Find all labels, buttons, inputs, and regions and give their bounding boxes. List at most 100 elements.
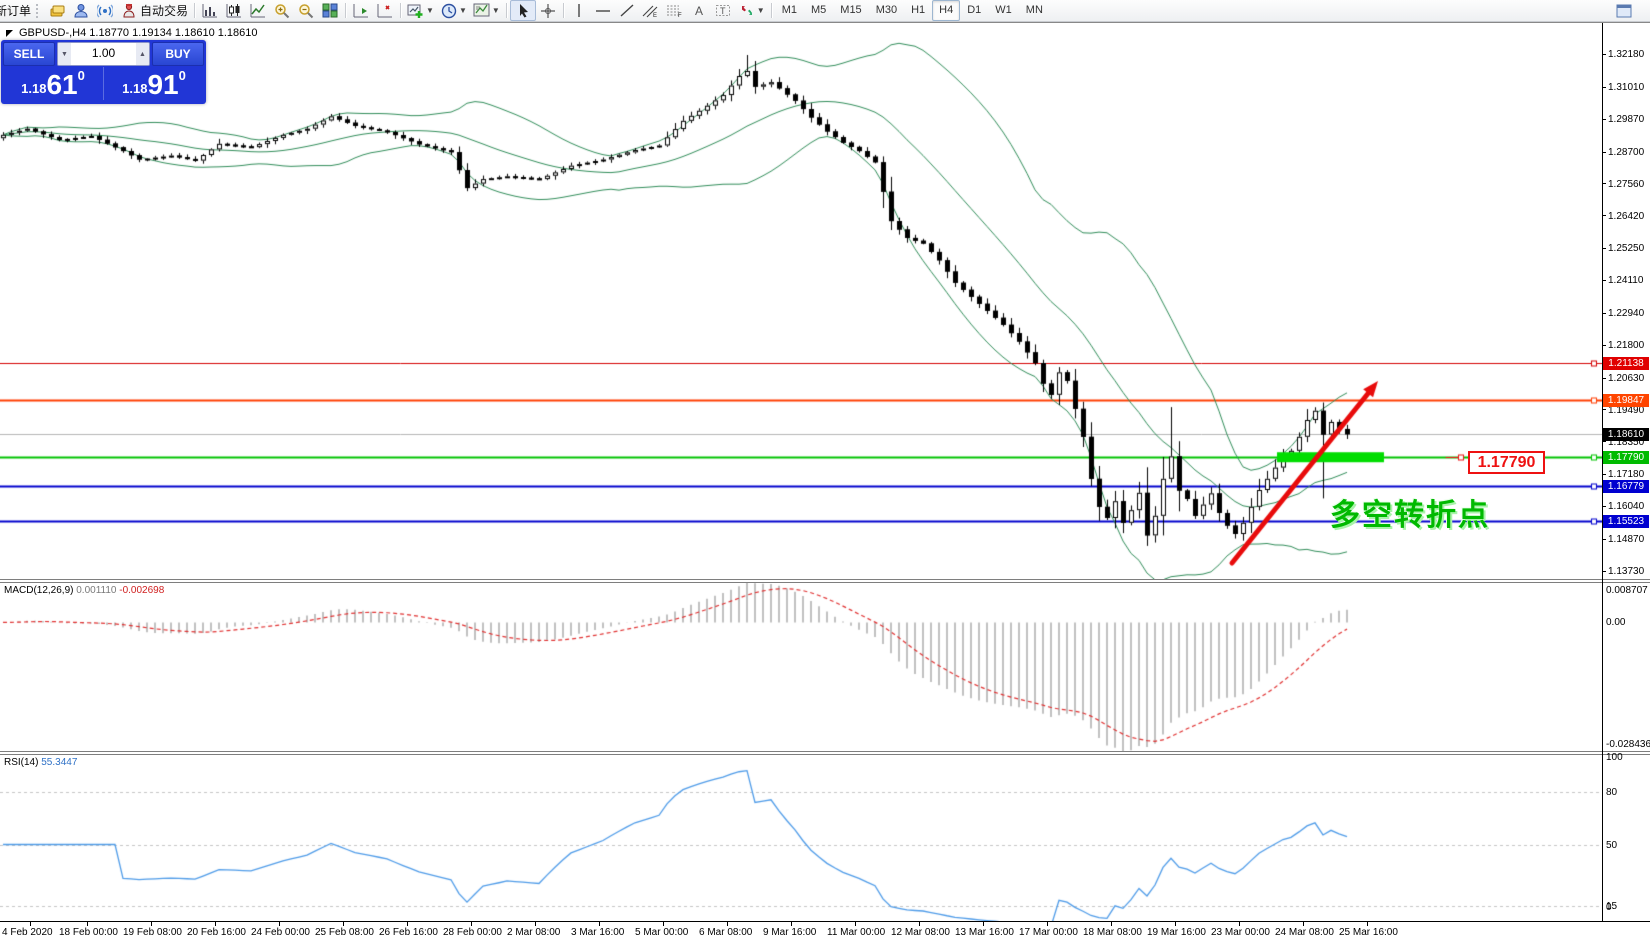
- price-chart-canvas[interactable]: [0, 23, 1602, 579]
- time-label: 6 Mar 08:00: [699, 927, 753, 938]
- price-tag: 1.17790: [1603, 451, 1649, 465]
- text-label-button[interactable]: T: [711, 1, 735, 20]
- timeframe-button-mn[interactable]: MN: [1025, 4, 1043, 16]
- new-order-button[interactable]: 新订单: [0, 1, 34, 20]
- price-axis-border: [1602, 23, 1603, 921]
- horizontal-line-button[interactable]: [591, 1, 615, 20]
- fibonacci-button[interactable]: F: [663, 1, 687, 20]
- time-label: 11 Mar 00:00: [827, 927, 886, 938]
- zoom-out-button[interactable]: [294, 1, 318, 20]
- time-label: 18 Feb 00:00: [59, 927, 118, 938]
- axis-label: 50: [1606, 839, 1618, 851]
- time-tick: [791, 922, 792, 926]
- price-level-label[interactable]: 1.17790: [1468, 451, 1545, 475]
- volume-field: ▼ 1.00 ▲: [57, 42, 150, 66]
- axis-label: -0.028436: [1606, 739, 1650, 750]
- buy-button[interactable]: BUY: [152, 42, 204, 66]
- text-label-icon: T: [714, 3, 732, 19]
- chart-window: GBPUSD-,H4 1.18770 1.19134 1.18610 1.186…: [0, 22, 1650, 941]
- timeframe-button-h1[interactable]: H1: [911, 4, 926, 16]
- price-tick: 1.26420: [1602, 211, 1650, 222]
- auto-trading-button[interactable]: 自动交易: [117, 1, 191, 20]
- svg-text:F: F: [678, 13, 682, 18]
- macd-label: MACD(12,26,9) 0.001110 -0.002698: [4, 585, 164, 596]
- periods-clock-icon: [440, 3, 458, 19]
- time-label: 2 Mar 08:00: [507, 927, 561, 938]
- time-tick: [30, 922, 31, 926]
- time-axis[interactable]: 4 Feb 2020 18 Feb 00:00 19 Feb 08:00 20 Feb…: [0, 921, 1650, 941]
- equidistant-channel-button[interactable]: E: [639, 1, 663, 20]
- toolbar-separator: [562, 3, 564, 18]
- deposit-button[interactable]: [45, 1, 69, 20]
- turning-point-annotation[interactable]: 多空转折点: [1330, 499, 1490, 533]
- price-tag: 1.16779: [1603, 479, 1649, 493]
- price-tick: 1.21800: [1602, 340, 1650, 351]
- window-button[interactable]: [1612, 1, 1636, 20]
- macd-pane-canvas[interactable]: [0, 583, 1602, 751]
- vertical-line-button[interactable]: [567, 1, 591, 20]
- vertical-line-icon: [570, 3, 588, 19]
- buy-price-sup: 0: [178, 68, 186, 83]
- price-divider: [103, 67, 104, 100]
- tile-windows-icon: [321, 3, 339, 19]
- candlestick-chart-icon: [225, 3, 243, 19]
- horizontal-line-icon: [594, 3, 612, 19]
- auto-scroll-button[interactable]: [349, 1, 373, 20]
- chart-shift-icon: [376, 3, 394, 19]
- price-tick: 1.18350: [1602, 437, 1650, 448]
- toolbar-grip: [36, 3, 43, 18]
- rsi-label: RSI(14) 55.3447: [4, 757, 77, 768]
- chart-shift-button[interactable]: [373, 1, 397, 20]
- line-chart-button[interactable]: [246, 1, 270, 20]
- time-label: 18 Mar 08:00: [1083, 927, 1142, 938]
- sell-button[interactable]: SELL: [3, 42, 55, 66]
- time-tick: [727, 922, 728, 926]
- pane-separator[interactable]: [0, 579, 1650, 583]
- time-tick: [1047, 922, 1048, 926]
- volume-increase-button[interactable]: ▲: [136, 43, 149, 65]
- crosshair-button[interactable]: [536, 1, 560, 20]
- time-tick: [1303, 922, 1304, 926]
- tile-windows-button[interactable]: [318, 1, 342, 20]
- timeframe-button-d1[interactable]: D1: [967, 4, 982, 16]
- pane-separator[interactable]: [0, 751, 1650, 755]
- time-tick: [1175, 922, 1176, 926]
- timeframe-button-h4[interactable]: H4: [932, 0, 961, 21]
- new-chart-button[interactable]: ▼: [404, 1, 437, 20]
- timeframe-button-m15[interactable]: M15: [840, 4, 862, 16]
- zoom-in-button[interactable]: [270, 1, 294, 20]
- time-tick: [471, 922, 472, 926]
- time-tick: [279, 922, 280, 926]
- timeframe-button-m30[interactable]: M30: [875, 4, 898, 16]
- candlestick-chart-button[interactable]: [222, 1, 246, 20]
- macd-signal-value: -0.002698: [119, 585, 165, 596]
- price-tick: 1.20630: [1602, 373, 1650, 384]
- bar-chart-button[interactable]: [198, 1, 222, 20]
- cursor-button[interactable]: [509, 0, 536, 21]
- svg-text:A: A: [695, 4, 703, 18]
- timeframe-button-m5[interactable]: M5: [811, 4, 827, 16]
- toolbar-separator: [345, 3, 347, 18]
- zoom-out-icon: [297, 3, 315, 19]
- buy-price[interactable]: 1.18 91 0: [104, 67, 204, 100]
- periods-button[interactable]: ▼: [437, 1, 470, 20]
- sell-price[interactable]: 1.18 61 0: [3, 67, 103, 100]
- signals-button[interactable]: [93, 1, 117, 20]
- rsi-pane-canvas[interactable]: [0, 755, 1602, 921]
- arrows-button[interactable]: ▼: [735, 1, 768, 20]
- auto-trading-label: 自动交易: [140, 4, 189, 18]
- timeframe-button-m1[interactable]: M1: [781, 4, 797, 16]
- volume-value[interactable]: 1.00: [91, 46, 116, 60]
- time-label: 19 Mar 16:00: [1147, 927, 1206, 938]
- trend-line-button[interactable]: [615, 1, 639, 20]
- text-icon: A: [690, 3, 708, 19]
- axis-label: 0.00: [1606, 617, 1626, 629]
- text-button[interactable]: A: [687, 1, 711, 20]
- volume-decrease-button[interactable]: ▼: [58, 43, 71, 65]
- trend-line-icon: [618, 3, 636, 19]
- timeframe-button-w1[interactable]: W1: [995, 4, 1012, 16]
- one-click-trading-panel: SELL ▼ 1.00 ▲ BUY 1.18 61 0 1.18 91 0: [1, 40, 206, 104]
- time-label: 28 Feb 00:00: [443, 927, 502, 938]
- templates-button[interactable]: ▼: [470, 1, 503, 20]
- accounts-button[interactable]: [69, 1, 93, 20]
